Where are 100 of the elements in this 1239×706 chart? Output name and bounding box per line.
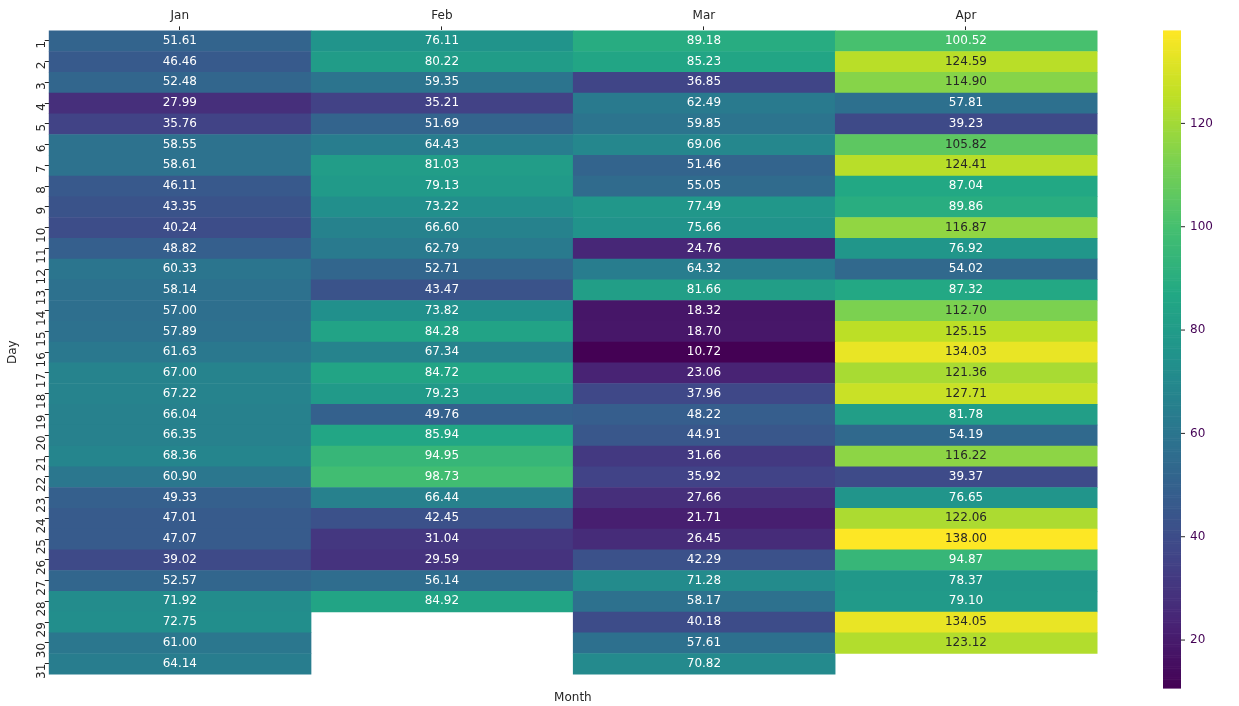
data-label: 100.52 (944, 32, 987, 47)
data-label: 62.49 (686, 95, 722, 110)
data-label: 35.92 (686, 468, 722, 483)
data-label: 84.92 (424, 593, 460, 608)
y-tick-label: 17 (33, 372, 48, 389)
data-label: 44.91 (686, 427, 722, 442)
color-bar-label: 60 (1190, 425, 1206, 440)
data-label: 51.69 (424, 115, 460, 130)
data-label: 47.07 (162, 531, 197, 546)
data-label: 84.28 (424, 323, 460, 338)
y-tick-label: 22 (33, 476, 48, 493)
y-tick-label: 26 (33, 559, 48, 576)
data-label: 35.21 (424, 95, 460, 110)
data-label: 66.04 (162, 406, 197, 421)
data-label: 122.06 (944, 510, 987, 525)
data-label: 71.92 (162, 593, 197, 608)
data-label: 57.81 (948, 95, 984, 110)
data-label: 36.85 (686, 74, 722, 89)
data-label: 94.95 (424, 448, 460, 463)
data-label: 70.82 (686, 655, 722, 670)
data-label: 76.92 (948, 240, 984, 255)
data-label: 134.05 (944, 614, 987, 629)
color-bar-label: 120 (1190, 115, 1213, 130)
data-label: 51.61 (162, 32, 197, 47)
data-label: 84.72 (424, 365, 460, 380)
data-label: 43.35 (162, 199, 197, 213)
data-label: 123.12 (944, 634, 987, 649)
data-label: 66.44 (424, 489, 460, 504)
data-label: 42.45 (424, 510, 460, 525)
data-label: 54.02 (948, 261, 984, 276)
data-label: 81.66 (686, 282, 722, 297)
data-label: 138.00 (944, 531, 987, 546)
data-label: 124.41 (944, 157, 987, 172)
data-label: 62.79 (424, 240, 460, 255)
y-tick-label: 2 (33, 61, 48, 70)
x-tick-label: Mar (692, 8, 716, 23)
data-label: 18.32 (686, 302, 722, 317)
data-label: 58.17 (686, 593, 722, 608)
data-label: 46.11 (162, 178, 197, 193)
data-label: 26.45 (686, 531, 722, 546)
data-label: 77.49 (686, 199, 722, 213)
data-label: 66.35 (162, 427, 197, 442)
x-tick-label: Apr (955, 8, 977, 23)
data-label: 98.73 (424, 468, 460, 483)
data-label: 73.82 (424, 302, 460, 317)
data-label: 56.14 (424, 572, 460, 587)
x-tick-label: Jan (169, 8, 190, 23)
y-tick-label: 16 (33, 352, 48, 368)
y-tick-label: 10 (33, 227, 48, 243)
data-label: 94.87 (948, 551, 984, 566)
data-label: 87.32 (948, 282, 984, 297)
data-label: 54.19 (948, 427, 984, 442)
data-label: 55.05 (686, 178, 722, 193)
data-label: 76.11 (424, 32, 460, 47)
data-label: 81.78 (948, 406, 984, 421)
data-label: 42.29 (686, 551, 722, 566)
data-label: 61.00 (162, 634, 197, 649)
data-label: 57.00 (162, 302, 197, 317)
y-tick-label: 23 (33, 497, 48, 513)
data-label: 75.66 (686, 219, 722, 234)
y-tick-label: 4 (33, 103, 48, 111)
y-tick-label: 3 (33, 82, 48, 90)
data-label: 67.00 (162, 365, 197, 380)
y-axis-title: Day (5, 340, 20, 365)
data-label: 89.86 (948, 199, 984, 213)
data-label: 79.10 (948, 593, 984, 608)
data-label: 125.15 (944, 323, 987, 338)
data-label: 64.32 (686, 261, 722, 276)
data-label: 52.71 (424, 261, 460, 276)
data-label: 76.65 (948, 489, 984, 504)
data-label: 67.22 (162, 385, 197, 400)
data-label: 85.94 (424, 427, 460, 442)
data-label: 58.61 (162, 157, 197, 172)
data-label: 57.89 (162, 323, 197, 338)
data-label: 57.61 (686, 634, 722, 649)
data-label: 48.22 (686, 406, 722, 421)
data-label: 79.13 (424, 178, 460, 193)
data-label: 112.70 (944, 302, 987, 317)
x-tick-label: Feb (431, 8, 453, 23)
data-label: 59.85 (686, 115, 722, 130)
data-label: 80.22 (424, 53, 460, 68)
data-label: 121.36 (944, 365, 987, 380)
data-label: 31.66 (686, 448, 722, 463)
data-label: 58.14 (162, 282, 197, 297)
data-label: 43.47 (424, 282, 460, 297)
y-tick-label: 11 (33, 248, 48, 264)
y-tick-label: 8 (33, 186, 48, 194)
data-label: 67.34 (424, 344, 460, 359)
y-tick-label: 31 (33, 663, 48, 679)
data-label: 116.22 (944, 448, 987, 463)
data-label: 27.66 (686, 489, 722, 504)
y-tick-label: 27 (33, 580, 48, 596)
data-label: 39.37 (948, 468, 984, 483)
data-label: 60.33 (162, 261, 197, 276)
y-tick-label: 14 (33, 310, 48, 326)
data-label: 52.57 (162, 572, 197, 587)
y-tick-label: 20 (33, 435, 48, 451)
data-label: 58.55 (162, 136, 197, 151)
color-bar-label: 80 (1190, 322, 1206, 337)
data-label: 68.36 (162, 448, 197, 463)
